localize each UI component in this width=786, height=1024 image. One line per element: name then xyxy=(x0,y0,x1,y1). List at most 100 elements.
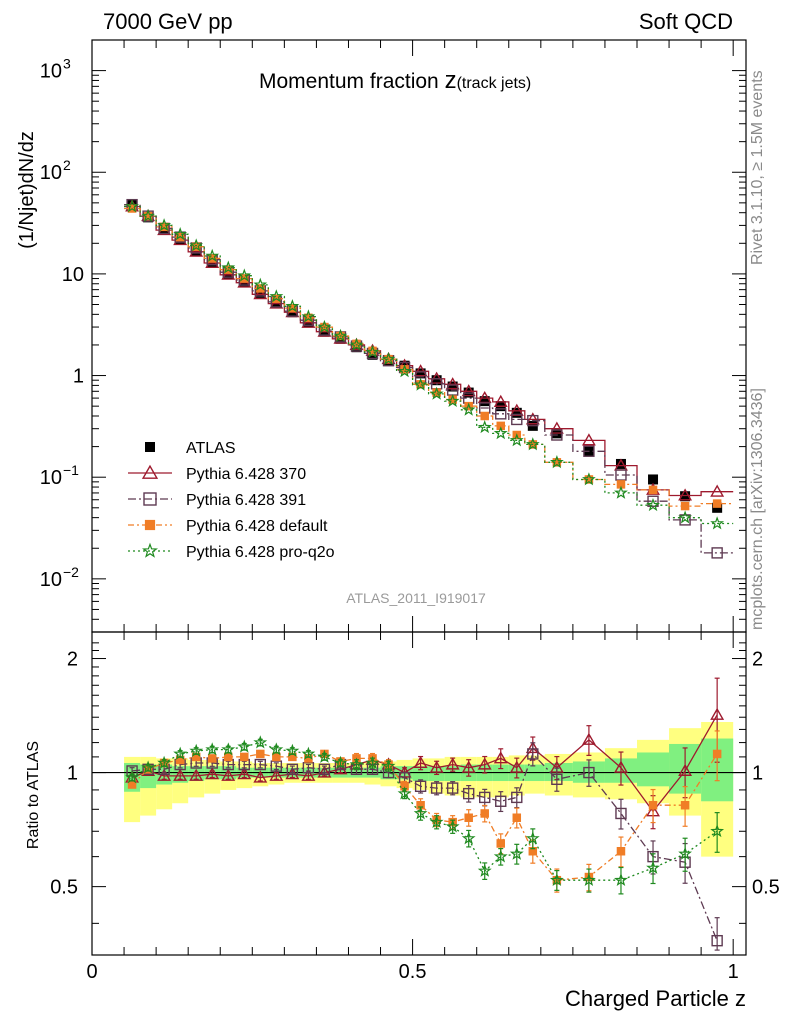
ratio-point xyxy=(285,767,300,780)
side-text-upper: Rivet 3.1.10, ≥ 1.5M events xyxy=(749,70,766,265)
ratio-point xyxy=(237,767,252,780)
data-point xyxy=(143,211,153,221)
ratio-point xyxy=(710,707,725,720)
data-point xyxy=(255,287,266,298)
data-point xyxy=(527,414,539,427)
data-point xyxy=(445,377,460,390)
ratio-y-tick-label: 1 xyxy=(67,763,78,785)
data-point xyxy=(173,227,188,241)
y-tick-label-exponent: 3 xyxy=(63,56,71,72)
data-point xyxy=(317,319,332,333)
ratio-point xyxy=(446,782,459,794)
data-point xyxy=(189,244,204,257)
legend-entry: Pythia 6.428 370 xyxy=(128,464,306,483)
ratio-point xyxy=(189,768,204,781)
ratio-point xyxy=(646,860,660,874)
ratio-point xyxy=(712,749,722,759)
ratio-point xyxy=(413,806,428,820)
data-point xyxy=(447,381,458,392)
ratio-point xyxy=(240,752,249,762)
legend-label: Pythia 6.428 default xyxy=(186,518,328,535)
ratio-point xyxy=(397,786,412,800)
data-point xyxy=(477,420,492,434)
y-tick-label: 10 xyxy=(40,61,62,83)
y-tick-label: 1 xyxy=(73,366,84,388)
ratio-point xyxy=(496,839,505,848)
data-point xyxy=(551,429,563,441)
legend: ATLAS Pythia 6.428 370 Pythia 6.428 391 Pyt… xyxy=(128,440,335,561)
data-point xyxy=(431,375,442,386)
ratio-point xyxy=(582,872,596,887)
ratio-point xyxy=(125,770,139,784)
x-tick-label: 0 xyxy=(86,961,97,983)
main-ylabel: (1/Njet)dN/dz xyxy=(16,131,38,249)
data-point xyxy=(680,491,691,502)
series-star xyxy=(124,199,734,530)
y-tick-label-base: 10 xyxy=(40,467,62,489)
ratio-point xyxy=(416,800,425,810)
legend-marker xyxy=(142,542,158,558)
data-point xyxy=(509,433,524,447)
data-point xyxy=(429,371,444,384)
ratio-point xyxy=(615,807,627,820)
data-point xyxy=(191,242,201,251)
ratio-point xyxy=(528,846,538,856)
ratio-point xyxy=(445,757,460,770)
ratio-point xyxy=(464,813,473,822)
ratio-point xyxy=(175,755,185,765)
data-point xyxy=(461,402,476,416)
y-tick-label: 10 xyxy=(40,569,62,591)
ratio-point xyxy=(414,780,427,793)
ratio-point xyxy=(413,755,428,769)
data-point xyxy=(582,472,596,486)
ratio-point xyxy=(224,752,233,762)
data-point xyxy=(159,222,169,232)
ratio-point xyxy=(614,872,628,887)
series-line xyxy=(124,207,734,507)
main-title: Momentum fraction z(track jets) xyxy=(259,67,531,94)
ratio-point xyxy=(551,773,563,786)
data-point xyxy=(381,351,396,366)
ratio-point xyxy=(221,742,236,756)
data-point xyxy=(679,514,691,526)
data-point xyxy=(384,354,393,364)
data-point xyxy=(253,287,268,300)
ratio-point xyxy=(445,819,460,833)
ratio-point xyxy=(512,813,522,822)
ratio-y-tick-label-right: 2 xyxy=(752,649,763,671)
ratio-point xyxy=(304,754,313,763)
legend-label: Pythia 6.428 391 xyxy=(186,492,306,509)
band-green xyxy=(444,766,461,782)
ratio-point xyxy=(221,768,236,781)
ratio-point xyxy=(581,732,596,745)
legend-entry: ATLAS xyxy=(145,440,236,457)
data-point xyxy=(221,260,236,274)
data-point xyxy=(678,488,693,501)
y-tick-label-base: 10 xyxy=(40,569,62,591)
ratio-point xyxy=(509,760,524,773)
data-point xyxy=(333,328,348,342)
data-point xyxy=(648,474,659,485)
data-point xyxy=(221,267,236,280)
data-point xyxy=(711,547,723,559)
data-point xyxy=(432,388,441,397)
ratio-point xyxy=(302,762,315,774)
legend-label: Pythia 6.428 pro-q2o xyxy=(186,544,335,561)
ratio-point xyxy=(616,846,626,856)
ratio-line xyxy=(131,741,718,881)
data-point xyxy=(647,495,659,507)
data-point xyxy=(549,455,564,469)
data-point xyxy=(253,277,268,291)
data-point xyxy=(525,437,540,451)
ratio-point xyxy=(479,791,491,804)
ratio-point xyxy=(141,760,155,774)
data-point xyxy=(397,363,412,378)
ratio-point xyxy=(461,831,476,845)
data-point xyxy=(461,384,476,397)
data-point xyxy=(479,396,490,407)
ratio-point xyxy=(269,768,284,781)
data-point xyxy=(712,499,722,508)
ratio-point xyxy=(430,782,443,794)
ratio-point xyxy=(462,787,475,800)
